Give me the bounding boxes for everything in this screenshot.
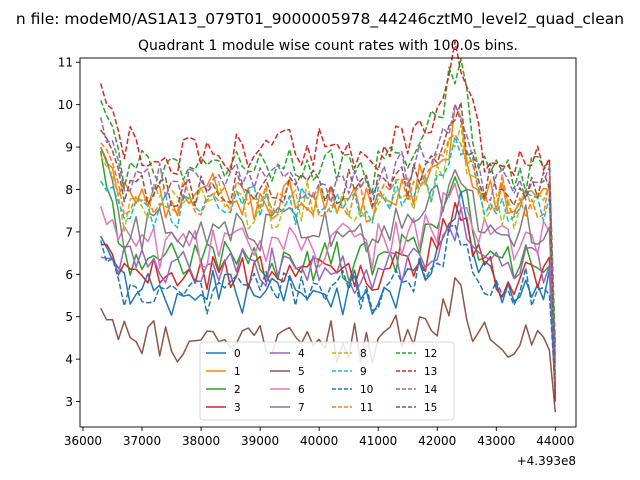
y-tick-label: 3 <box>65 395 73 409</box>
legend-label-15: 15 <box>424 402 437 414</box>
series-line-14 <box>99 102 557 381</box>
x-axis: 36000 37000 38000 39000 40000 41000 42000 43000… <box>64 427 574 448</box>
series-line-4 <box>100 206 557 389</box>
x-tick-label: 40000 <box>300 434 338 448</box>
y-tick-label: 11 <box>58 56 73 70</box>
y-tick-label: 10 <box>58 98 73 112</box>
legend-label-9: 9 <box>360 366 367 378</box>
series-line-7 <box>100 146 557 360</box>
x-offset-label: +4.393e8 <box>517 454 576 468</box>
series-line-11 <box>100 133 557 377</box>
x-tick-label: 38000 <box>182 434 220 448</box>
x-tick-label: 37000 <box>123 434 161 448</box>
legend-frame <box>199 341 455 421</box>
legend-label-5: 5 <box>298 366 305 378</box>
y-tick-label: 6 <box>65 268 73 282</box>
figure-suptitle: n file: modeM0/AS1A13_079T01_9000005978_… <box>16 10 624 29</box>
legend-label-1: 1 <box>234 366 241 378</box>
y-tick-label: 8 <box>65 183 73 197</box>
y-axis: 3 4 5 6 7 8 9 10 11 <box>58 56 80 409</box>
axes-frame <box>79 57 577 428</box>
legend-label-8: 8 <box>360 348 367 360</box>
y-tick-label: 5 <box>65 310 73 324</box>
legend-label-0: 0 <box>234 348 241 360</box>
series-line-3 <box>100 201 557 398</box>
y-tick-label: 9 <box>65 141 73 155</box>
x-tick-label: 43000 <box>477 434 515 448</box>
chart-title: Quadrant 1 module wise count rates with … <box>138 38 518 54</box>
x-tick-label: 42000 <box>418 434 456 448</box>
legend-label-4: 4 <box>298 348 305 360</box>
y-tick-label: 4 <box>65 353 73 367</box>
series-line-13 <box>99 40 557 402</box>
x-tick-label: 39000 <box>241 434 279 448</box>
legend-label-6: 6 <box>298 384 305 396</box>
legend-label-3: 3 <box>234 402 241 414</box>
legend-label-10: 10 <box>360 384 373 396</box>
legend-label-11: 11 <box>360 402 373 414</box>
series-line-10 <box>99 223 557 389</box>
legend-label-7: 7 <box>298 402 305 414</box>
series-line-8 <box>100 124 557 360</box>
x-tick-label: 41000 <box>359 434 397 448</box>
series-line-0 <box>100 190 557 398</box>
series-line-5 <box>100 277 557 413</box>
series-line-15 <box>100 101 557 394</box>
series-line-1 <box>99 104 557 364</box>
series-line-12 <box>100 58 557 347</box>
series-layer <box>99 40 557 413</box>
legend-label-13: 13 <box>424 366 437 378</box>
x-tick-label: 36000 <box>64 434 102 448</box>
series-line-2 <box>99 151 557 343</box>
legend-label-2: 2 <box>234 384 241 396</box>
x-tick-label: 44000 <box>536 434 574 448</box>
legend-label-12: 12 <box>424 348 437 360</box>
y-tick-label: 7 <box>65 225 73 239</box>
legend-label-14: 14 <box>424 384 438 396</box>
